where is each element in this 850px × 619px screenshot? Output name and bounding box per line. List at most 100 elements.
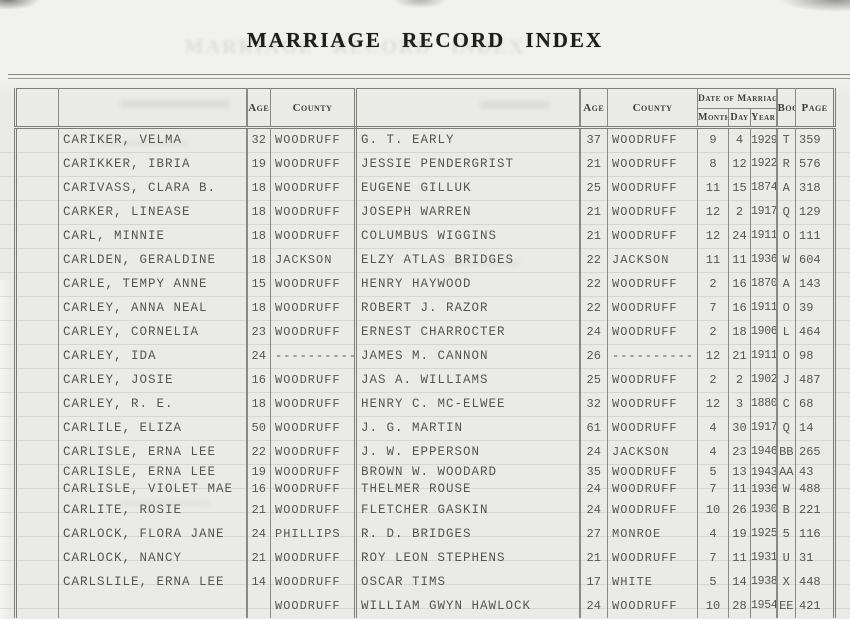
- cell-day: 13: [728, 463, 751, 481]
- cell-spouse-county: WOODRUFF: [607, 391, 698, 416]
- cell-spouse: ELZY ATLAS BRIDGES: [355, 247, 581, 272]
- cell-spouse: OSCAR TIMS: [355, 569, 581, 594]
- page-edge-highlight: [0, 280, 11, 619]
- cell-page: 488: [799, 482, 821, 496]
- cell-name: [58, 593, 248, 618]
- cell-book: A: [776, 175, 797, 200]
- cell-spouse-age: 35: [579, 463, 608, 481]
- cell-county: WOODRUFF: [270, 199, 357, 224]
- cell-spouse-age: 32: [579, 391, 608, 416]
- table-row: CARIKER, VELMA 32 WOODRUFF G. T. EARLY 37 WOO…: [15, 127, 835, 152]
- cell-month: 5: [697, 463, 729, 481]
- cell-age: 50: [246, 415, 271, 440]
- table-row: CARLEY, CORNELIA 23 WOODRUFF ERNEST CHARROC…: [15, 319, 835, 344]
- cell-name: CARLISLE, ERNA LEE: [58, 463, 248, 481]
- cell-month: 10: [697, 593, 729, 618]
- cell-month: 2: [697, 271, 729, 296]
- cell-spouse-county: WOODRUFF: [607, 151, 698, 176]
- table-row: WOODRUFF WILLIAM GWYN HAWLOCK 24 WOODRUFF 10…: [15, 593, 835, 618]
- cell-spouse-county: JACKSON: [607, 439, 698, 464]
- cell-page: 265: [799, 444, 821, 459]
- cell-spouse: ROY LEON STEPHENS: [355, 545, 581, 570]
- cell-month: 7: [697, 545, 729, 570]
- cell-spouse-county: WOODRUFF: [607, 545, 698, 570]
- cell-age: 16: [246, 480, 271, 498]
- cell-year: 1902: [750, 367, 778, 392]
- cell-page: 464: [799, 324, 821, 339]
- cell-month: 10: [697, 497, 729, 522]
- row-left-margin: [15, 199, 59, 224]
- cell-book: EE: [776, 593, 797, 618]
- cell-spouse-county: WOODRUFF: [607, 223, 698, 248]
- cell-month: 11: [697, 247, 729, 272]
- cell-spouse-age: 26: [579, 343, 608, 368]
- cell-year: 1874: [750, 175, 778, 200]
- cell-day: 19: [728, 521, 751, 546]
- cell-spouse-county: WOODRUFF: [607, 593, 698, 618]
- cell-spouse-age: 21: [579, 151, 608, 176]
- cell-year: 1936: [750, 480, 778, 498]
- cell-age: 19: [246, 151, 271, 176]
- cell-day: 21: [728, 343, 751, 368]
- cell-spouse: G. T. EARLY: [355, 127, 581, 152]
- cell-day: 11: [728, 480, 751, 498]
- cell-spouse-age: 61: [579, 415, 608, 440]
- cell-name: CARLISLE, VIOLET MAE: [58, 480, 248, 498]
- table-row: CARKER, LINEASE 18 WOODRUFF JOSEPH WARREN 21…: [15, 199, 835, 224]
- row-left-margin: [15, 127, 59, 152]
- row-left-margin: [15, 151, 59, 176]
- table-row: CARLE, TEMPY ANNE 15 WOODRUFF HENRY HAYWOOD…: [15, 271, 835, 296]
- cell-book: T: [776, 127, 797, 152]
- header-book: Book: [776, 88, 797, 129]
- table-row: CARLEY, IDA 24 ---------- JAMES M. CANNON 26…: [15, 343, 835, 368]
- header-name-blank: [58, 88, 248, 129]
- cell-age: 23: [246, 319, 271, 344]
- cell-spouse-county: WOODRUFF: [607, 415, 698, 440]
- table-row: CARLEY, ANNA NEAL 18 WOODRUFF ROBERT J. RAZ…: [15, 295, 835, 320]
- row-left-margin: [15, 271, 59, 296]
- cell-name: CARLDEN, GERALDINE: [58, 247, 248, 272]
- cell-page: 111: [799, 228, 821, 243]
- cell-book: AA: [776, 463, 797, 481]
- cell-day: 11: [728, 247, 751, 272]
- cell-county: WOODRUFF: [270, 439, 357, 464]
- cell-county: WOODRUFF: [270, 151, 357, 176]
- cell-book: 5: [776, 521, 797, 546]
- cell-year: 1938: [750, 569, 778, 594]
- cell-age: 18: [246, 199, 271, 224]
- cell-month: 5: [697, 569, 729, 594]
- cell-county: WOODRUFF: [270, 295, 357, 320]
- cell-name: CARLEY, JOSIE: [58, 367, 248, 392]
- header-age: Age: [246, 88, 271, 129]
- cell-name: CARIVASS, CLARA B.: [58, 175, 248, 200]
- row-left-margin: [15, 223, 59, 248]
- cell-spouse-age: 21: [579, 199, 608, 224]
- row-left-margin: [15, 295, 59, 320]
- cell-year: 1911: [750, 295, 778, 320]
- table-row: CARLILE, ELIZA 50 WOODRUFF J. G. MARTIN 61 WO…: [15, 415, 835, 440]
- row-left-margin: [15, 480, 59, 498]
- cell-spouse: ERNEST CHARROCTER: [355, 319, 581, 344]
- cell-book: A: [776, 271, 797, 296]
- records-tbody: CARIKER, VELMA 32 WOODRUFF G. T. EARLY 37 WOO…: [15, 127, 835, 618]
- cell-county: WOODRUFF: [270, 593, 357, 618]
- cell-spouse: THELMER ROUSE: [355, 480, 581, 498]
- cell-year: 1930: [750, 497, 778, 522]
- cell-month: 12: [697, 391, 729, 416]
- table-row: CARIVASS, CLARA B. 18 WOODRUFF EUGENE GILLU…: [15, 175, 835, 200]
- cell-county: WOODRUFF: [270, 569, 357, 594]
- cell-name: CARLOCK, NANCY: [58, 545, 248, 570]
- cell-spouse-age: 27: [579, 521, 608, 546]
- cell-spouse-age: 24: [579, 497, 608, 522]
- row-left-margin: [15, 463, 59, 481]
- cell-day: 30: [728, 415, 751, 440]
- cell-day: 12: [728, 151, 751, 176]
- cell-day: 3: [728, 391, 751, 416]
- cell-county: WOODRUFF: [270, 480, 357, 498]
- cell-book: J: [776, 367, 797, 392]
- cell-month: 4: [697, 439, 729, 464]
- page-title: MARRIAGE RECORD INDEX: [246, 28, 604, 52]
- cell-year: 1922: [750, 151, 778, 176]
- cell-day: 2: [728, 199, 751, 224]
- cell-name: CARIKER, VELMA: [58, 127, 248, 152]
